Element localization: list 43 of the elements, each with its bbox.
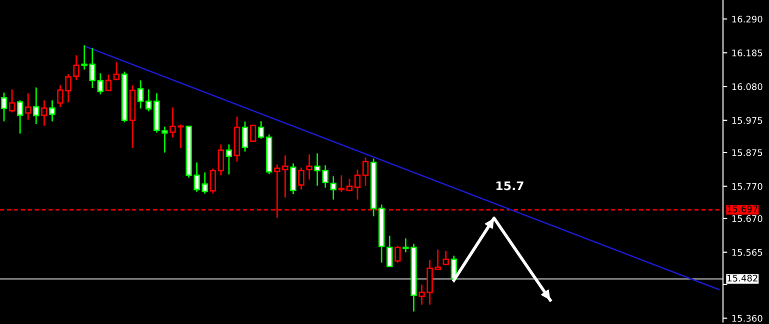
candlestick <box>97 73 104 94</box>
candlestick <box>218 144 224 176</box>
candlestick <box>298 168 304 190</box>
candlestick <box>137 80 144 108</box>
candlestick <box>250 124 256 142</box>
y-tick-label: 15.360 <box>732 314 762 322</box>
candlestick <box>81 45 88 70</box>
candlestick <box>338 175 345 192</box>
candlestick <box>258 121 264 139</box>
candlestick <box>8 89 16 112</box>
candlestick <box>210 168 216 194</box>
candlestick <box>290 163 296 194</box>
candlestick <box>113 62 120 80</box>
y-tick-label: 16.185 <box>732 49 762 56</box>
candlestick <box>146 89 152 112</box>
candlestick <box>346 178 353 192</box>
candlestick <box>16 100 24 134</box>
candlestick <box>330 176 336 200</box>
candlestick <box>362 158 369 186</box>
y-tick-label: 15.875 <box>732 149 762 156</box>
candlestick <box>105 74 112 92</box>
candlestick <box>49 100 56 122</box>
ref-line-label: 15.697 <box>728 206 758 212</box>
y-tick-label: 16.290 <box>732 16 762 23</box>
candlestick <box>226 144 232 174</box>
candlestick <box>33 87 40 124</box>
annotation: 15.7 <box>496 181 524 190</box>
candlestick <box>242 122 248 152</box>
y-tick-label: 15.770 <box>732 183 762 190</box>
y-tick-label: 16.080 <box>732 83 762 90</box>
y-tick-label: 15.565 <box>732 248 762 256</box>
y-tick-label: 15.975 <box>732 117 762 124</box>
candlestick <box>0 92 8 122</box>
candlestick <box>386 236 393 268</box>
y-tick-label: 15.670 <box>732 215 762 222</box>
candlestick <box>442 250 449 266</box>
candlestick <box>306 154 312 180</box>
candlestick <box>89 48 96 88</box>
ref-line-label: 15.482 <box>728 274 758 282</box>
candlestick <box>25 93 32 120</box>
candlestick <box>354 170 361 200</box>
candlestick <box>41 100 48 126</box>
candlestick <box>394 246 401 263</box>
